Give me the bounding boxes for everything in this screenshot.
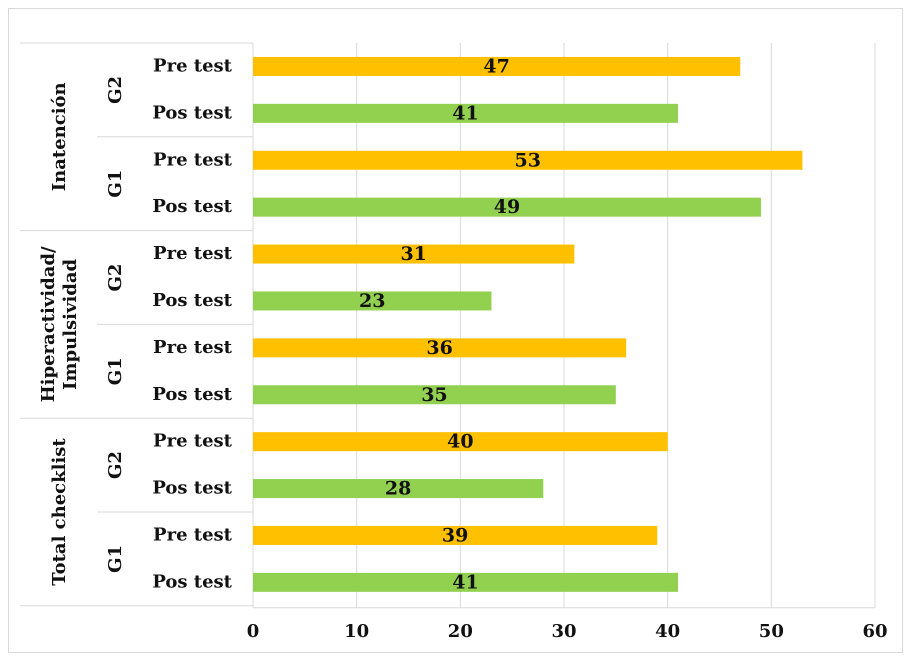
bar-value-label: 23 — [359, 290, 385, 312]
bar-value-label: 41 — [452, 571, 478, 593]
bar-value-label: 31 — [400, 243, 426, 265]
bar-value-label: 39 — [442, 524, 468, 546]
row-label: Pos test — [152, 384, 232, 405]
row-label: Pre test — [153, 243, 233, 264]
row-label: Pre test — [153, 149, 233, 170]
row-label: Pos test — [152, 102, 232, 123]
bar — [253, 103, 679, 123]
row-label: Pre test — [153, 337, 233, 358]
bar — [253, 244, 575, 264]
category-label: Impulsividad — [60, 258, 81, 389]
row-label: Pre test — [153, 431, 233, 452]
bar — [253, 385, 616, 405]
bar — [253, 572, 679, 592]
x-tick-label: 10 — [344, 621, 369, 642]
row-label: Pre test — [153, 524, 233, 545]
row-label: Pos test — [152, 196, 232, 217]
bar-value-label: 35 — [421, 384, 447, 406]
x-tick-label: 20 — [448, 621, 473, 642]
bar-value-label: 47 — [483, 55, 509, 77]
category-label: Total checklist — [49, 438, 70, 586]
bar-value-label: 40 — [447, 431, 473, 453]
row-label: Pre test — [153, 55, 233, 76]
bar — [253, 338, 627, 358]
x-tick-label: 60 — [862, 621, 887, 642]
bar — [253, 291, 492, 311]
category-label: Inatención — [49, 82, 70, 191]
subgroup-label: G1 — [105, 545, 126, 573]
bar-value-label: 53 — [514, 149, 540, 171]
bar — [253, 432, 668, 452]
row-label: Pos test — [152, 290, 232, 311]
bar-value-label: 41 — [452, 102, 478, 124]
subgroup-label: G2 — [105, 451, 126, 479]
bar — [253, 56, 741, 76]
category-label: Hiperactividad/ — [38, 246, 59, 402]
subgroup-label: G1 — [105, 357, 126, 385]
bar — [253, 197, 761, 217]
bar — [253, 150, 803, 170]
row-label: Pos test — [152, 571, 232, 592]
subgroup-label: G2 — [105, 76, 126, 104]
x-tick-label: 0 — [247, 621, 260, 642]
subgroup-label: G1 — [105, 170, 126, 198]
bar — [253, 525, 658, 545]
x-tick-label: 30 — [551, 621, 576, 642]
row-label: Pos test — [152, 478, 232, 499]
subgroup-label: G2 — [105, 264, 126, 292]
bar-value-label: 28 — [385, 478, 411, 500]
bar-value-label: 49 — [494, 196, 520, 218]
bar — [253, 479, 544, 499]
x-tick-label: 40 — [655, 621, 680, 642]
x-tick-label: 50 — [759, 621, 784, 642]
bar-value-label: 36 — [426, 337, 452, 359]
